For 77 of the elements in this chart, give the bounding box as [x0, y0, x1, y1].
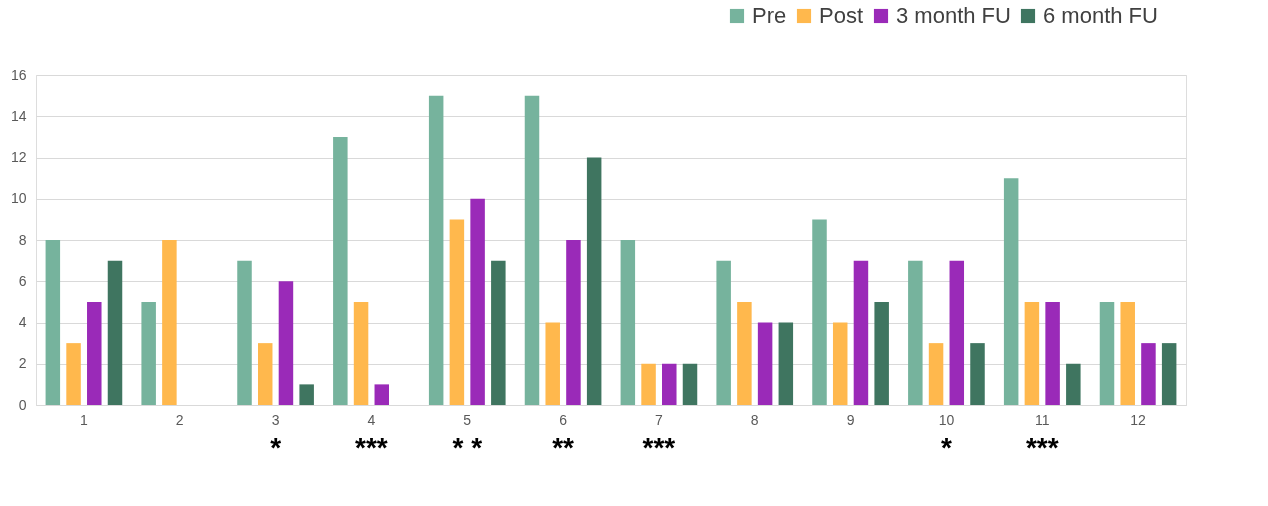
- bar: [1161, 343, 1177, 405]
- x-tick-label: 3: [271, 411, 280, 428]
- bar: [1066, 363, 1081, 405]
- x-tick-label: 1: [80, 411, 89, 428]
- text: ***: [1025, 432, 1059, 463]
- bar: [162, 240, 177, 405]
- bar: [87, 301, 102, 405]
- bar: [1099, 301, 1115, 405]
- bar: [908, 260, 923, 405]
- x-tick-label: 6: [559, 411, 568, 428]
- legend-label: 3 month FU: [896, 3, 1011, 28]
- bar: [299, 384, 314, 405]
- x-tick-label: 11: [1034, 411, 1050, 428]
- y-tick-label: 12: [10, 149, 27, 165]
- bar: [662, 363, 677, 405]
- bar: [141, 301, 156, 405]
- x-tick-label: 12: [1130, 411, 1147, 428]
- text: ***: [355, 432, 388, 463]
- text: **: [552, 432, 575, 463]
- legend-label: 6 month FU: [1043, 3, 1158, 28]
- legend-label: Post: [819, 3, 864, 28]
- bar: [853, 260, 869, 405]
- bar: [333, 136, 348, 405]
- bar: [1141, 343, 1156, 405]
- bar: [278, 281, 294, 405]
- x-tick-label: 2: [175, 411, 184, 428]
- y-tick-label: 10: [10, 190, 27, 207]
- x-tick-label: 9: [846, 411, 855, 428]
- y-tick-label: 8: [18, 231, 27, 248]
- bar: [66, 343, 81, 405]
- bar: [586, 157, 602, 405]
- bar: [491, 260, 506, 405]
- bar: [970, 343, 985, 405]
- y-tick-label: 16: [10, 66, 27, 83]
- y-tick-label: 14: [10, 107, 27, 124]
- bar: [237, 260, 252, 405]
- bar: [428, 95, 444, 405]
- bar: [1024, 301, 1040, 405]
- bar: [566, 240, 581, 405]
- y-tick-label: 2: [18, 355, 27, 372]
- y-tick-label: 4: [18, 314, 27, 330]
- bar: [716, 260, 731, 405]
- bar: [778, 322, 794, 405]
- bar: [45, 240, 61, 405]
- bar: [641, 363, 656, 405]
- x-tick-label: 5: [463, 411, 472, 428]
- text: ***: [642, 432, 676, 463]
- bar: [1045, 301, 1060, 405]
- bar: [1003, 178, 1019, 405]
- bar: [832, 322, 848, 405]
- bar: [874, 301, 889, 405]
- bar: [949, 260, 965, 405]
- y-tick-label: 6: [18, 272, 27, 289]
- bar: [928, 343, 944, 405]
- bar: [524, 95, 540, 405]
- bar: [682, 363, 698, 405]
- bar: [757, 322, 773, 405]
- text: *: [940, 432, 952, 463]
- bar: [737, 301, 752, 405]
- bar: [374, 384, 390, 405]
- text: *: [270, 432, 282, 463]
- bar: [107, 260, 123, 405]
- bar: [620, 240, 636, 405]
- legend-label: Pre: [752, 3, 787, 28]
- y-tick-label: 0: [18, 396, 27, 413]
- text: * *: [452, 432, 483, 463]
- x-tick-label: 8: [750, 411, 759, 428]
- x-tick-label: 10: [938, 411, 955, 428]
- bar: [470, 198, 485, 405]
- bar: [812, 219, 827, 405]
- x-tick-label: 7: [655, 411, 664, 428]
- bar: [353, 301, 369, 405]
- bar: [1120, 301, 1135, 405]
- bar: [449, 219, 465, 405]
- bar: [257, 343, 273, 405]
- bar: [545, 322, 560, 405]
- x-tick-label: 4: [367, 411, 376, 428]
